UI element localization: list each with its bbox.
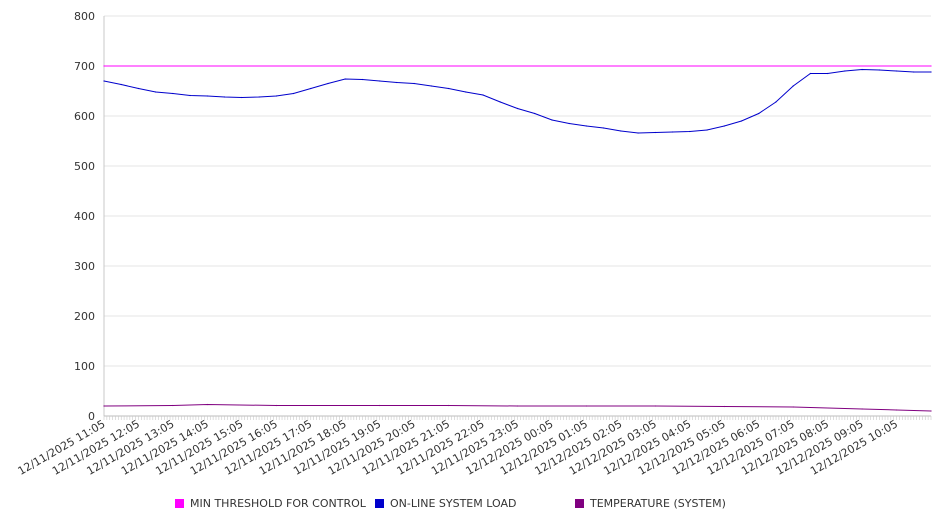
legend-item-temperature-system: TEMPERATURE (SYSTEM)	[575, 497, 726, 510]
data-point-min-threshold-for-control	[103, 65, 105, 67]
series-lines	[103, 65, 932, 412]
data-point-temperature-system	[895, 409, 898, 411]
data-point-on-line-system-load	[895, 70, 898, 72]
data-point-on-line-system-load	[310, 87, 312, 90]
data-point-on-line-system-load	[844, 70, 846, 72]
data-point-on-line-system-load	[516, 107, 519, 110]
data-point-on-line-system-load	[551, 119, 553, 121]
y-tick-label: 300	[74, 260, 95, 273]
data-point-on-line-system-load	[672, 131, 674, 133]
data-point-on-line-system-load	[534, 112, 536, 115]
data-point-on-line-system-load	[585, 125, 588, 127]
data-point-on-line-system-load	[413, 82, 415, 85]
grid-lines	[104, 15, 931, 367]
legend-item-min-threshold: MIN THRESHOLD FOR CONTROL	[175, 497, 366, 510]
legend-label-temperature-system: TEMPERATURE (SYSTEM)	[590, 497, 726, 510]
data-point-temperature-system	[861, 408, 863, 410]
legend-swatch-online-system-load	[375, 499, 384, 508]
data-point-on-line-system-load	[827, 72, 829, 75]
data-point-on-line-system-load	[637, 132, 639, 134]
legend-item-online-system-load: ON-LINE SYSTEM LOAD	[375, 497, 516, 510]
data-point-on-line-system-load	[396, 81, 398, 84]
data-point-temperature-system	[448, 404, 450, 407]
legend-swatch-temperature-system	[575, 499, 584, 508]
data-point-on-line-system-load	[120, 83, 122, 86]
chart-legend: MIN THRESHOLD FOR CONTROL ON-LINE SYSTEM…	[0, 497, 946, 515]
data-point-on-line-system-load	[740, 120, 743, 122]
data-point-min-threshold-for-control	[930, 65, 932, 67]
y-tick-label: 700	[74, 60, 95, 73]
data-point-on-line-system-load	[241, 96, 243, 99]
legend-swatch-min-threshold	[175, 499, 184, 508]
y-tick-labels: 0 100 200 300 400 500 600 700 800	[74, 10, 95, 423]
data-point-on-line-system-load	[361, 78, 363, 81]
data-point-on-line-system-load	[327, 82, 329, 85]
data-point-on-line-system-load	[448, 87, 450, 90]
y-tick-label: 100	[74, 360, 95, 373]
series-line-temperature-system	[103, 403, 932, 412]
data-point-on-line-system-load	[465, 91, 467, 93]
data-point-on-line-system-load	[206, 95, 208, 97]
data-point-on-line-system-load	[758, 112, 760, 115]
y-tick-label: 400	[74, 210, 95, 223]
data-point-on-line-system-load	[155, 91, 157, 93]
data-point-on-line-system-load	[654, 131, 656, 134]
data-point-on-line-system-load	[344, 78, 346, 80]
y-tick-label: 0	[88, 410, 95, 423]
data-point-on-line-system-load	[620, 130, 622, 132]
data-point-temperature-system	[516, 405, 519, 407]
legend-label-min-threshold: MIN THRESHOLD FOR CONTROL	[190, 497, 366, 510]
data-point-on-line-system-load	[913, 71, 915, 73]
data-point-on-line-system-load	[292, 92, 295, 95]
data-point-on-line-system-load	[689, 130, 691, 133]
axes	[103, 16, 932, 420]
y-tick-label: 500	[74, 160, 95, 173]
data-point-on-line-system-load	[275, 95, 277, 97]
data-point-temperature-system	[275, 404, 277, 407]
data-point-temperature-system	[585, 405, 588, 407]
data-point-temperature-system	[654, 405, 656, 407]
data-point-on-line-system-load	[775, 101, 777, 103]
data-point-temperature-system	[206, 403, 208, 406]
data-point-on-line-system-load	[878, 69, 880, 71]
data-point-on-line-system-load	[568, 122, 570, 125]
data-point-temperature-system	[103, 405, 105, 407]
data-point-on-line-system-load	[499, 101, 501, 103]
data-point-temperature-system	[792, 406, 794, 408]
data-point-on-line-system-load	[172, 92, 174, 95]
data-point-on-line-system-load	[224, 96, 226, 98]
data-point-temperature-system	[172, 404, 174, 407]
data-point-temperature-system	[379, 404, 381, 407]
data-point-on-line-system-load	[430, 85, 432, 87]
data-point-on-line-system-load	[723, 125, 725, 127]
data-point-on-line-system-load	[482, 94, 484, 96]
data-point-on-line-system-load	[809, 72, 812, 75]
series-line-on-line-system-load	[103, 68, 931, 134]
data-point-on-line-system-load	[706, 129, 708, 131]
data-point-on-line-system-load	[930, 71, 932, 73]
y-tick-label: 200	[74, 310, 95, 323]
legend-label-online-system-load: ON-LINE SYSTEM LOAD	[390, 497, 517, 510]
data-point-on-line-system-load	[792, 85, 794, 87]
y-tick-label: 800	[74, 10, 95, 23]
data-point-on-line-system-load	[189, 94, 191, 97]
data-point-on-line-system-load	[137, 87, 140, 90]
data-point-on-line-system-load	[379, 80, 381, 82]
y-tick-label: 600	[74, 110, 95, 123]
data-point-temperature-system	[930, 410, 932, 412]
data-point-on-line-system-load	[258, 96, 260, 98]
data-point-on-line-system-load	[603, 127, 605, 129]
data-point-on-line-system-load	[103, 80, 105, 82]
data-point-temperature-system	[723, 405, 725, 408]
data-point-on-line-system-load	[861, 68, 863, 71]
